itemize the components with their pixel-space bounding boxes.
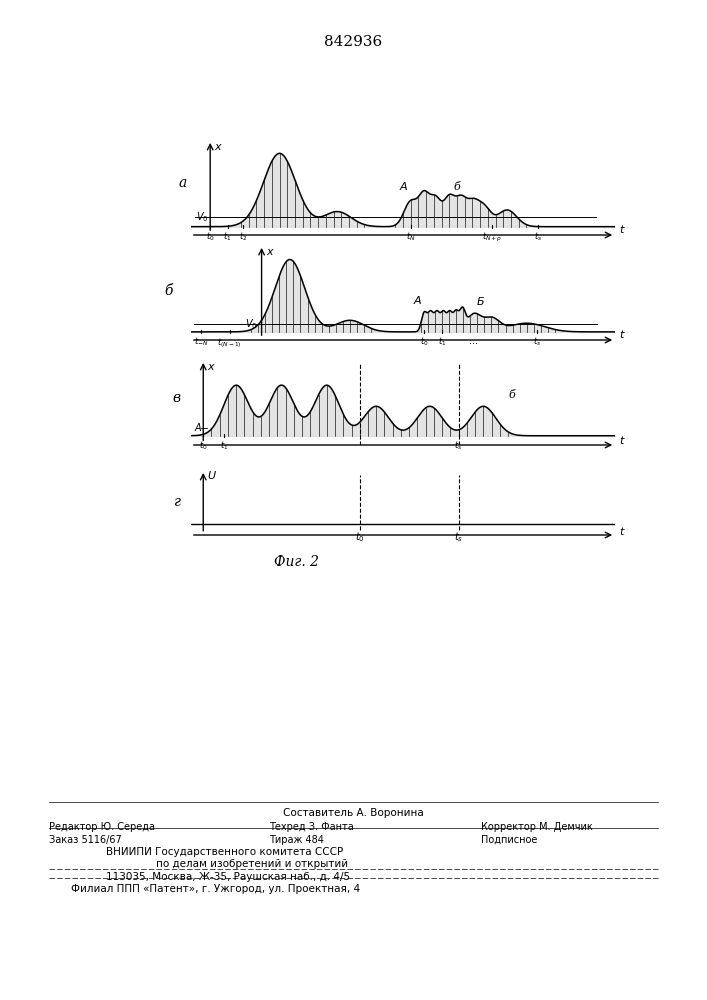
- Text: ВНИИПИ Государственного комитета СССР: ВНИИПИ Государственного комитета СССР: [106, 847, 344, 857]
- Text: $t_0$: $t_0$: [355, 531, 365, 544]
- Text: Составитель А. Воронина: Составитель А. Воронина: [283, 808, 424, 818]
- Text: Б: Б: [477, 297, 484, 307]
- Text: $V_0$: $V_0$: [196, 210, 209, 224]
- Text: 842936: 842936: [325, 35, 382, 49]
- Text: $t_0$: $t_0$: [420, 336, 428, 348]
- Text: а: а: [179, 176, 187, 190]
- Text: 113035, Москва, Ж-35, Раушская наб., д. 4/5: 113035, Москва, Ж-35, Раушская наб., д. …: [106, 872, 350, 882]
- Text: в: в: [173, 391, 180, 405]
- Text: U: U: [207, 471, 216, 481]
- Text: по делам изобретений и открытий: по делам изобретений и открытий: [156, 859, 348, 869]
- Text: Тираж 484: Тираж 484: [269, 835, 324, 845]
- Text: Заказ 5116/67: Заказ 5116/67: [49, 835, 122, 845]
- Text: $t_s$: $t_s$: [455, 440, 462, 452]
- Text: $t_s$: $t_s$: [454, 531, 463, 544]
- Text: t: t: [619, 330, 624, 340]
- Text: Фиг. 2: Фиг. 2: [274, 555, 320, 569]
- Text: $t_s$: $t_s$: [534, 231, 542, 243]
- Text: $V_0$: $V_0$: [245, 317, 258, 331]
- Text: б: б: [509, 390, 515, 400]
- Text: Филиал ППП «Патент», г. Ужгород, ул. Проектная, 4: Филиал ППП «Патент», г. Ужгород, ул. Про…: [71, 884, 360, 894]
- Text: $t_2$: $t_2$: [239, 231, 247, 243]
- Text: x: x: [207, 362, 214, 372]
- Text: $t_0$: $t_0$: [199, 440, 208, 452]
- Text: A: A: [194, 423, 201, 433]
- Text: $t_N$: $t_N$: [406, 231, 416, 243]
- Text: x: x: [214, 142, 221, 152]
- Text: $t_0$: $t_0$: [206, 231, 214, 243]
- Text: $t_{(N-1)}$: $t_{(N-1)}$: [218, 336, 242, 350]
- Text: A: A: [399, 182, 407, 192]
- Text: $t_s$: $t_s$: [533, 336, 542, 348]
- Text: t: t: [619, 527, 624, 537]
- Text: ...: ...: [469, 336, 478, 346]
- Text: x: x: [266, 247, 272, 257]
- Text: t: t: [619, 436, 624, 446]
- Text: $t_{-N}$: $t_{-N}$: [194, 336, 209, 348]
- Text: Техред З. Фанта: Техред З. Фанта: [269, 822, 354, 832]
- Text: г: г: [174, 495, 180, 510]
- Text: б: б: [454, 182, 460, 192]
- Text: t: t: [619, 225, 624, 235]
- Text: б: б: [165, 284, 173, 298]
- Text: $t_1$: $t_1$: [223, 231, 232, 243]
- Text: $t_1$: $t_1$: [438, 336, 446, 348]
- Text: A: A: [414, 296, 421, 306]
- Text: $t_1$: $t_1$: [220, 440, 228, 452]
- Text: Редактор Ю. Середа: Редактор Ю. Середа: [49, 822, 156, 832]
- Text: Подписное: Подписное: [481, 835, 537, 845]
- Text: Корректор М. Демчик: Корректор М. Демчик: [481, 822, 592, 832]
- Text: $t_{N+p}$: $t_{N+p}$: [481, 231, 502, 244]
